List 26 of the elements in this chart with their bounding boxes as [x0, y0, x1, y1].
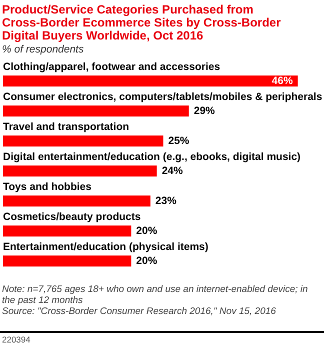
text: Note: n=7,765 ages 18+ who own and use an internet-enabled device; in the past 12 months	[2, 284, 310, 306]
y-tick-label: Toys and hobbies	[3, 181, 92, 193]
bar	[3, 166, 157, 176]
bar	[3, 256, 132, 266]
y-tick-label: Cosmetics/beauty products	[3, 211, 141, 223]
data-label: 25%	[168, 135, 190, 147]
text: 220394	[2, 334, 31, 344]
bar	[3, 106, 189, 116]
y-tick-label: Consumer electronics, computers/tablets/mobiles & peripherals	[3, 91, 322, 103]
data-label: 20%	[136, 255, 158, 267]
chart-title: Product/Service Categories Purchased from Cross-Border Ecommerce Sites by Cross-Border Digital Buyers Worldwide, Oct 2016	[2, 2, 284, 42]
data-label: 24%	[162, 165, 184, 177]
bar	[3, 196, 150, 206]
data-label: 20%	[136, 225, 158, 237]
data-label: 46%	[272, 75, 294, 87]
data-label: 23%	[155, 195, 178, 207]
chart-subtitle: % of respondents	[2, 44, 84, 56]
bar	[3, 226, 132, 236]
data-label: 29%	[194, 105, 216, 117]
y-tick-label: Entertainment/education (physical items)	[3, 241, 208, 253]
bar	[3, 136, 164, 146]
y-tick-label: Travel and transportation	[3, 121, 130, 133]
source-note: Source: "Cross-Border Consumer Research 2016," Nov 15, 2016	[2, 306, 277, 317]
y-tick-label: Clothing/apparel, footwear and accessories	[3, 61, 220, 73]
y-tick-label: Digital entertainment/education (e.g., ebooks, digital music)	[3, 151, 301, 163]
bar	[3, 76, 298, 86]
